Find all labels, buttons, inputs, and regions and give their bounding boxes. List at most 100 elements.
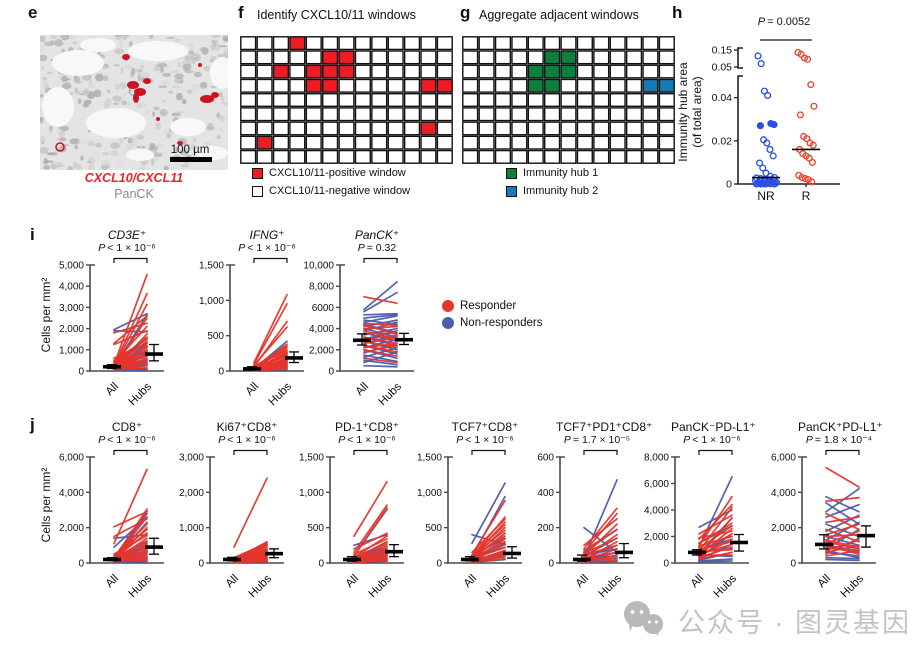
svg-text:0: 0 — [78, 559, 84, 570]
plot-pd1-cd8: PD-1⁺CD8⁺ P < 1 × 10⁻⁶ 0 500 1,000 1,500 All H… — [286, 420, 408, 604]
svg-text:All: All — [816, 573, 834, 591]
legend-nonresponder: Non-responders — [442, 317, 542, 329]
pd1-cd8-chart: 0 500 1,000 1,500 All Hubs — [299, 449, 404, 600]
svg-text:0: 0 — [436, 559, 442, 570]
svg-text:2,000: 2,000 — [59, 324, 84, 335]
svg-text:0: 0 — [548, 559, 554, 570]
svg-text:1,500: 1,500 — [417, 453, 442, 464]
p-value: P < 1 × 10⁻⁶ — [218, 434, 276, 446]
svg-text:0: 0 — [790, 559, 796, 570]
watermark-text: 公众号 · 图灵基因 — [678, 607, 911, 638]
panel-label-g: g — [460, 3, 471, 22]
positive-window-swatch — [252, 167, 263, 179]
svg-text:0: 0 — [318, 559, 324, 570]
svg-text:R: R — [802, 189, 811, 203]
svg-text:Hubs: Hubs — [127, 572, 155, 599]
svg-text:4,000: 4,000 — [644, 506, 669, 517]
svg-text:2,000: 2,000 — [771, 523, 796, 534]
svg-text:4,000: 4,000 — [59, 282, 84, 293]
histology-image: 100 µm — [40, 35, 228, 170]
p-value: P = 0.32 — [357, 242, 397, 254]
window-grid — [240, 36, 453, 164]
svg-text:1,500: 1,500 — [299, 453, 324, 464]
p-value: P < 1 × 10⁻⁶ — [98, 434, 156, 446]
panck-neg-pdl1-chart: 0 2,000 4,000 6,000 8,000 All Hubs — [644, 449, 749, 600]
nonresponder-dot — [442, 317, 454, 329]
svg-text:NR: NR — [757, 189, 775, 203]
svg-text:0: 0 — [218, 367, 224, 378]
svg-text:1,500: 1,500 — [199, 261, 224, 272]
panel-label-e: e — [28, 3, 38, 22]
p-value: P < 1 × 10⁻⁶ — [338, 434, 396, 446]
svg-text:Hubs: Hubs — [267, 380, 295, 407]
svg-text:Hubs: Hubs — [597, 572, 625, 599]
svg-text:0.04: 0.04 — [712, 92, 733, 104]
p-value: P = 1.8 × 10⁻⁴ — [805, 434, 873, 446]
tcf7-pd1-cd8-chart: 0 200 400 600 All Hubs — [537, 449, 634, 600]
plot-panck-neg-pdl1: PanCK⁻PD-L1⁺ P < 1 × 10⁻⁶ 0 2,000 4,000 6,00… — [631, 420, 756, 604]
plot-ifng: IFNG⁺ P < 1 × 10⁻⁶ 0 500 1,000 1,500 All Hubs — [186, 228, 308, 412]
cd8-chart: 0 2,000 4,000 6,000 All Hubs — [59, 449, 164, 600]
ifng-chart: 0 500 1,000 1,500 All Hubs — [199, 257, 304, 408]
immunity-hub-area-scatter: 0.05 0.15 0 0.02 0.04 NR R — [712, 39, 840, 203]
svg-text:4,000: 4,000 — [771, 488, 796, 499]
svg-text:All: All — [574, 573, 592, 591]
panel-label-h: h — [672, 3, 683, 22]
plot-ki67-cd8: Ki67⁺CD8⁺ P < 1 × 10⁻⁶ 0 1,000 2,000 3,000 Al… — [166, 420, 288, 604]
svg-text:Hubs: Hubs — [367, 572, 395, 599]
panck-pos-pdl1-chart: 0 2,000 4,000 6,000 All Hubs — [771, 449, 876, 600]
p-value: P < 1 × 10⁻⁶ — [98, 242, 156, 254]
hub2-swatch — [506, 185, 517, 197]
svg-text:3,000: 3,000 — [59, 303, 84, 314]
svg-text:8,000: 8,000 — [309, 282, 334, 293]
plot-title: IFNG⁺ — [249, 228, 285, 242]
legend-hub2: Immunity hub 2 — [506, 185, 598, 197]
svg-text:2,000: 2,000 — [644, 532, 669, 543]
svg-text:6,000: 6,000 — [644, 479, 669, 490]
panel-f-title: Identify CXCL10/11 windows — [257, 8, 416, 22]
svg-text:0: 0 — [78, 367, 84, 378]
p-value: P < 1 × 10⁻⁶ — [456, 434, 514, 446]
scale-bar — [170, 157, 212, 162]
svg-text:2,000: 2,000 — [309, 345, 334, 356]
legend-responder: Responder — [442, 300, 516, 312]
plot-cd3e: CD3E⁺ P < 1 × 10⁻⁶ 0 1,000 2,000 3,000 4,000 5… — [46, 228, 168, 412]
svg-text:500: 500 — [207, 331, 224, 342]
svg-text:Hubs: Hubs — [127, 380, 155, 407]
svg-text:1,000: 1,000 — [59, 345, 84, 356]
svg-text:6000: 6000 — [312, 303, 335, 314]
ki67-cd8-chart: 0 1,000 2,000 3,000 All Hubs — [179, 449, 284, 600]
svg-text:0.05: 0.05 — [712, 62, 733, 74]
panel-g-title: Aggregate adjacent windows — [479, 8, 639, 22]
plot-cd8: CD8⁺ P < 1 × 10⁻⁶ 0 2,000 4,000 6,000 All Hubs — [46, 420, 168, 604]
svg-text:0: 0 — [198, 559, 204, 570]
hub1-swatch — [506, 167, 517, 179]
svg-text:1,000: 1,000 — [179, 523, 204, 534]
svg-text:0: 0 — [663, 559, 669, 570]
p-value: P = 1.7 × 10⁻⁵ — [563, 434, 631, 446]
plot-title: PD-1⁺CD8⁺ — [334, 420, 399, 434]
h-p-value: P = 0.0052 — [757, 16, 811, 28]
svg-text:6,000: 6,000 — [59, 453, 84, 464]
plot-title: TCF7⁺CD8⁺ — [451, 420, 519, 434]
svg-text:600: 600 — [537, 453, 554, 464]
responder-dot — [442, 300, 454, 312]
svg-text:All: All — [354, 381, 372, 399]
plot-tcf7-cd8: TCF7⁺CD8⁺ P < 1 × 10⁻⁶ 0 500 1,000 1,500 All H… — [404, 420, 526, 604]
panck-chart: 0 2,000 4,000 6000 8,000 10,000 All Hubs — [303, 257, 414, 408]
svg-text:2,000: 2,000 — [179, 488, 204, 499]
svg-text:Hubs: Hubs — [377, 380, 405, 407]
svg-text:Hubs: Hubs — [839, 572, 867, 599]
scale-bar-label: 100 µm — [171, 144, 210, 156]
svg-text:2,000: 2,000 — [59, 523, 84, 534]
svg-text:0.02: 0.02 — [712, 135, 733, 147]
legend-positive-window: CXCL10/11-positive window — [252, 167, 406, 179]
svg-text:500: 500 — [307, 523, 324, 534]
svg-text:1,000: 1,000 — [199, 296, 224, 307]
svg-text:All: All — [344, 573, 362, 591]
plot-panck: PanCK⁺ P = 0.32 0 2,000 4,000 6000 8,000 10,00… — [296, 228, 418, 412]
svg-text:Hubs: Hubs — [485, 572, 513, 599]
tcf7-cd8-chart: 0 500 1,000 1,500 All Hubs — [417, 449, 522, 600]
legend-negative-window: CXCL10/11-negative window — [252, 185, 410, 197]
svg-text:400: 400 — [537, 488, 554, 499]
